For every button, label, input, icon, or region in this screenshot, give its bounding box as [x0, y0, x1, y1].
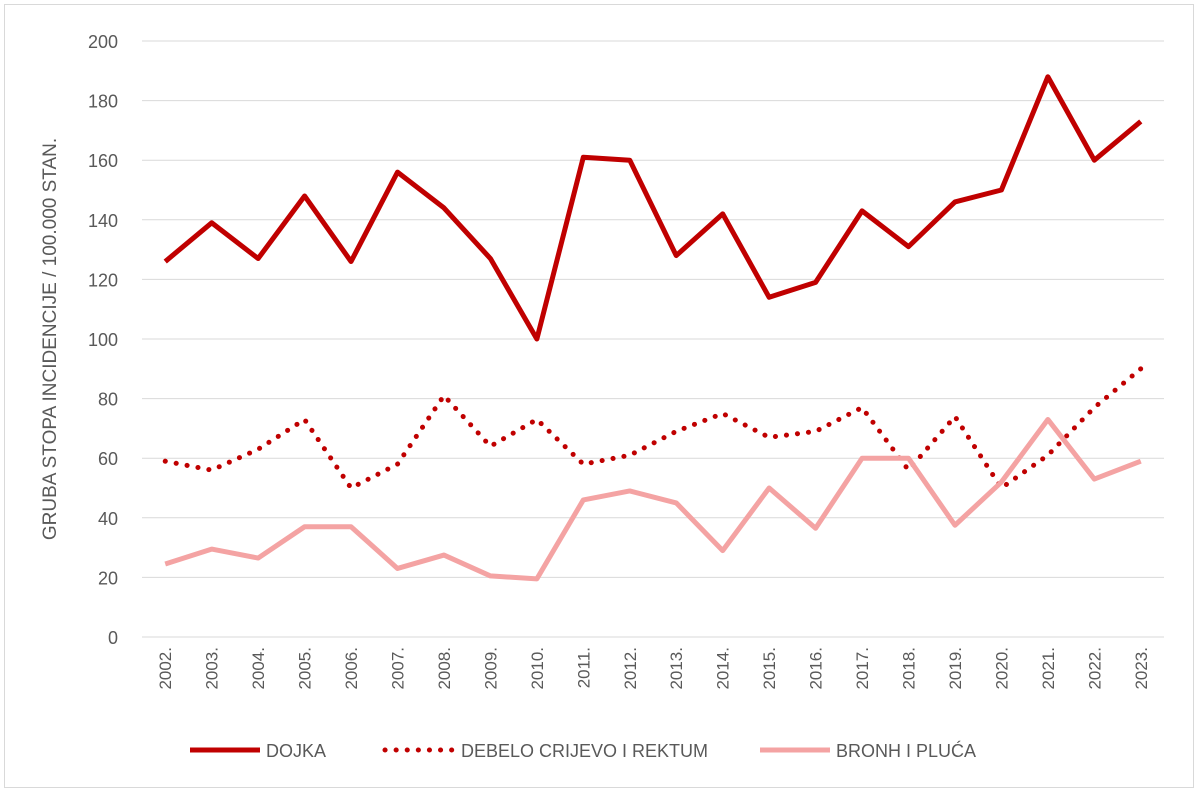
y-tick-label: 200: [88, 32, 118, 52]
legend-label: DOJKA: [266, 741, 326, 761]
x-tick-label: 2010.: [528, 647, 547, 690]
x-tick-label: 2015.: [760, 647, 779, 690]
y-tick-label: 180: [88, 92, 118, 112]
x-tick-label: 2006.: [342, 647, 361, 690]
x-tick-label: 2002.: [156, 647, 175, 690]
x-tick-label: 2004.: [249, 647, 268, 690]
x-tick-label: 2016.: [807, 647, 826, 690]
x-tick-label: 2008.: [435, 647, 454, 690]
y-tick-label: 20: [98, 568, 118, 588]
x-tick-label: 2020.: [992, 647, 1011, 690]
y-tick-label: 0: [108, 628, 118, 648]
x-tick-label: 2007.: [389, 647, 408, 690]
y-tick-label: 80: [98, 390, 118, 410]
y-tick-label: 40: [98, 509, 118, 529]
x-tick-label: 2018.: [900, 647, 919, 690]
legend-label: DEBELO CRIJEVO I REKTUM: [461, 741, 708, 761]
chart-frame: [4, 4, 1194, 788]
series-line-3: [164, 416, 1142, 582]
y-tick-label: 60: [98, 449, 118, 469]
y-tick-label: 100: [88, 330, 118, 350]
x-tick-label: 2022.: [1085, 647, 1104, 690]
x-tick-label: 2012.: [621, 647, 640, 690]
x-tick-label: 2019.: [946, 647, 965, 690]
y-tick-label: 160: [88, 151, 118, 171]
y-tick-label: 140: [88, 211, 118, 231]
x-tick-label: 2014.: [714, 647, 733, 690]
legend-label: BRONH I PLUĆA: [836, 740, 976, 761]
x-tick-label: 2005.: [296, 647, 315, 690]
x-tick-label: 2023.: [1132, 647, 1151, 690]
x-tick-label: 2009.: [481, 647, 500, 690]
y-tick-label: 120: [88, 270, 118, 290]
x-tick-label: 2021.: [1039, 647, 1058, 690]
x-tick-label: 2017.: [853, 647, 872, 690]
x-tick-label: 2013.: [667, 647, 686, 690]
y-axis-label: GRUBA STOPA INCIDENCIJE / 100.000 STAN.: [40, 138, 61, 540]
series-line-1: [163, 74, 1143, 342]
series-line-2: [162, 366, 1144, 491]
x-tick-label: 2011.: [574, 647, 593, 688]
x-tick-label: 2003.: [203, 647, 222, 690]
